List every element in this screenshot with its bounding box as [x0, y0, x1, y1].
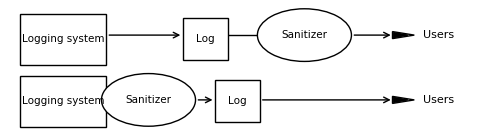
- Text: Logging system: Logging system: [22, 96, 104, 106]
- Text: Sanitizer: Sanitizer: [282, 30, 327, 40]
- FancyBboxPatch shape: [183, 18, 228, 60]
- Ellipse shape: [257, 9, 351, 61]
- Polygon shape: [394, 97, 408, 102]
- Polygon shape: [393, 96, 414, 103]
- FancyBboxPatch shape: [20, 14, 106, 65]
- Text: Users: Users: [423, 30, 454, 40]
- Text: Log: Log: [196, 34, 215, 44]
- Polygon shape: [393, 32, 414, 39]
- FancyBboxPatch shape: [20, 76, 106, 127]
- Polygon shape: [394, 97, 408, 102]
- Polygon shape: [394, 33, 408, 38]
- FancyBboxPatch shape: [215, 80, 260, 122]
- Text: Sanitizer: Sanitizer: [126, 95, 171, 105]
- Ellipse shape: [101, 74, 196, 126]
- Text: Logging system: Logging system: [22, 34, 104, 44]
- Polygon shape: [394, 33, 408, 38]
- Text: Log: Log: [228, 96, 247, 106]
- Text: Users: Users: [423, 95, 454, 105]
